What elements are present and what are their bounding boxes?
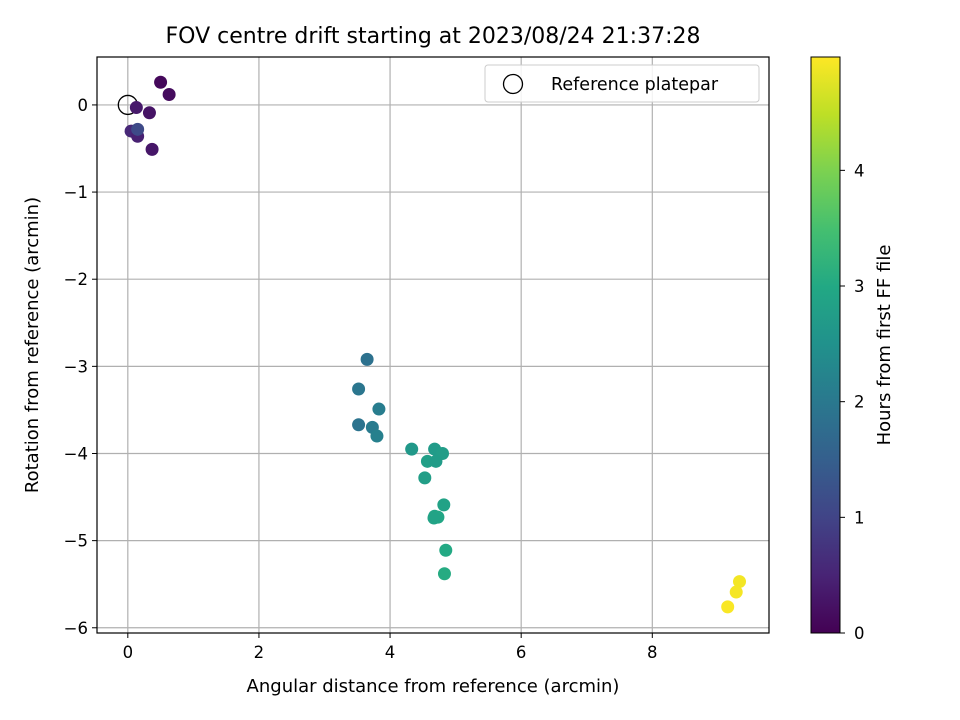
scatter-point xyxy=(370,429,384,443)
legend-marker-icon xyxy=(502,73,524,95)
scatter-point xyxy=(437,567,451,581)
scatter-point xyxy=(732,575,746,589)
scatter-point xyxy=(360,352,374,366)
y-tick-label: −5 xyxy=(64,532,88,551)
chart-title: FOV centre drift starting at 2023/08/24 … xyxy=(166,24,701,49)
scatter-point xyxy=(437,498,451,512)
scatter-point xyxy=(131,122,145,136)
scatter-point xyxy=(154,75,168,89)
scatter-point xyxy=(162,87,176,101)
x-tick-label: 2 xyxy=(254,643,265,662)
colorbar-tick-label: 3 xyxy=(854,277,865,296)
scatter-point xyxy=(439,543,453,557)
y-tick-label: 0 xyxy=(78,96,89,115)
y-axis-label: Rotation from reference (arcmin) xyxy=(22,197,43,493)
scatter-point xyxy=(142,106,156,120)
legend-entry-reference: Reference platepar xyxy=(551,75,719,95)
scatter-point xyxy=(418,471,432,485)
y-tick-label: −3 xyxy=(64,357,88,376)
scatter-point xyxy=(352,418,366,432)
y-tick-label: −2 xyxy=(64,270,88,289)
colorbar-label: Hours from first FF file xyxy=(874,245,895,446)
legend-box xyxy=(484,64,760,103)
data-points xyxy=(124,75,746,614)
x-axis-label: Angular distance from reference (arcmin) xyxy=(247,676,620,697)
scatter-point xyxy=(352,382,366,396)
scatter-point xyxy=(429,454,443,468)
scatter-point xyxy=(405,442,419,456)
colorbar-tick-label: 0 xyxy=(854,624,865,643)
colorbar-tick-label: 2 xyxy=(854,393,865,412)
scatter-point xyxy=(372,402,386,416)
plot-area xyxy=(97,57,769,633)
x-tick-label: 4 xyxy=(385,643,396,662)
x-tick-label: 6 xyxy=(516,643,527,662)
colorbar-ticks: 0 1 2 3 4 xyxy=(840,161,865,643)
colorbar-gradient xyxy=(810,56,841,634)
scatter-point xyxy=(427,511,441,525)
x-tick-label: 8 xyxy=(647,643,658,662)
y-tick-label: −1 xyxy=(64,183,88,202)
scatter-point xyxy=(729,585,743,599)
scatter-point xyxy=(145,142,159,156)
x-axis-ticks: 0 2 4 6 8 xyxy=(123,633,658,662)
colorbar-tick-label: 1 xyxy=(854,508,865,527)
colorbar-tick-label: 4 xyxy=(854,161,865,180)
y-tick-label: −6 xyxy=(64,619,88,638)
scatter-point xyxy=(129,101,143,115)
y-tick-label: −4 xyxy=(64,444,88,463)
scatter-point xyxy=(721,600,735,614)
y-axis-ticks: 0 −1 −2 −3 −4 −5 −6 xyxy=(64,96,97,638)
legend: Reference platepar xyxy=(484,64,760,103)
plot-frame xyxy=(96,56,770,634)
grid xyxy=(97,57,769,633)
x-tick-label: 0 xyxy=(123,643,134,662)
colorbar: 0 1 2 3 4 Hours from first FF file xyxy=(810,56,895,643)
